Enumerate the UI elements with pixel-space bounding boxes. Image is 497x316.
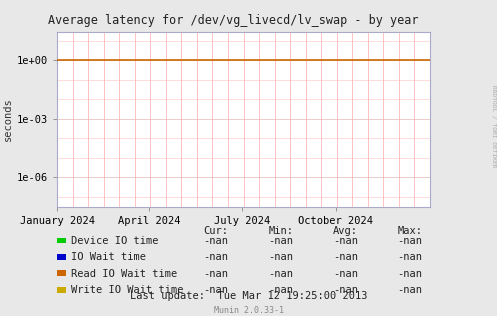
Text: -nan: -nan xyxy=(398,236,422,246)
Text: -nan: -nan xyxy=(398,252,422,262)
Text: Device IO time: Device IO time xyxy=(71,236,159,246)
Text: Max:: Max: xyxy=(398,226,422,236)
Text: Average latency for /dev/vg_livecd/lv_swap - by year: Average latency for /dev/vg_livecd/lv_sw… xyxy=(48,14,419,27)
Text: -nan: -nan xyxy=(333,236,358,246)
Text: Avg:: Avg: xyxy=(333,226,358,236)
Text: -nan: -nan xyxy=(333,269,358,279)
Text: -nan: -nan xyxy=(204,236,229,246)
Text: Write IO Wait time: Write IO Wait time xyxy=(71,285,183,295)
Text: -nan: -nan xyxy=(398,269,422,279)
Text: -nan: -nan xyxy=(333,252,358,262)
Text: Read IO Wait time: Read IO Wait time xyxy=(71,269,177,279)
Text: -nan: -nan xyxy=(204,252,229,262)
Text: Last update:  Tue Mar 12 19:25:00 2013: Last update: Tue Mar 12 19:25:00 2013 xyxy=(130,291,367,301)
Text: Min:: Min: xyxy=(268,226,293,236)
Text: -nan: -nan xyxy=(268,236,293,246)
Text: -nan: -nan xyxy=(268,252,293,262)
Text: -nan: -nan xyxy=(204,269,229,279)
Text: Munin 2.0.33-1: Munin 2.0.33-1 xyxy=(214,306,283,315)
Text: -nan: -nan xyxy=(268,285,293,295)
Text: -nan: -nan xyxy=(204,285,229,295)
Text: IO Wait time: IO Wait time xyxy=(71,252,146,262)
Text: -nan: -nan xyxy=(268,269,293,279)
Text: RRDTOOL / TOBI OETIKER: RRDTOOL / TOBI OETIKER xyxy=(491,85,496,168)
Text: -nan: -nan xyxy=(398,285,422,295)
Text: -nan: -nan xyxy=(333,285,358,295)
Y-axis label: seconds: seconds xyxy=(2,97,13,141)
Text: Cur:: Cur: xyxy=(204,226,229,236)
